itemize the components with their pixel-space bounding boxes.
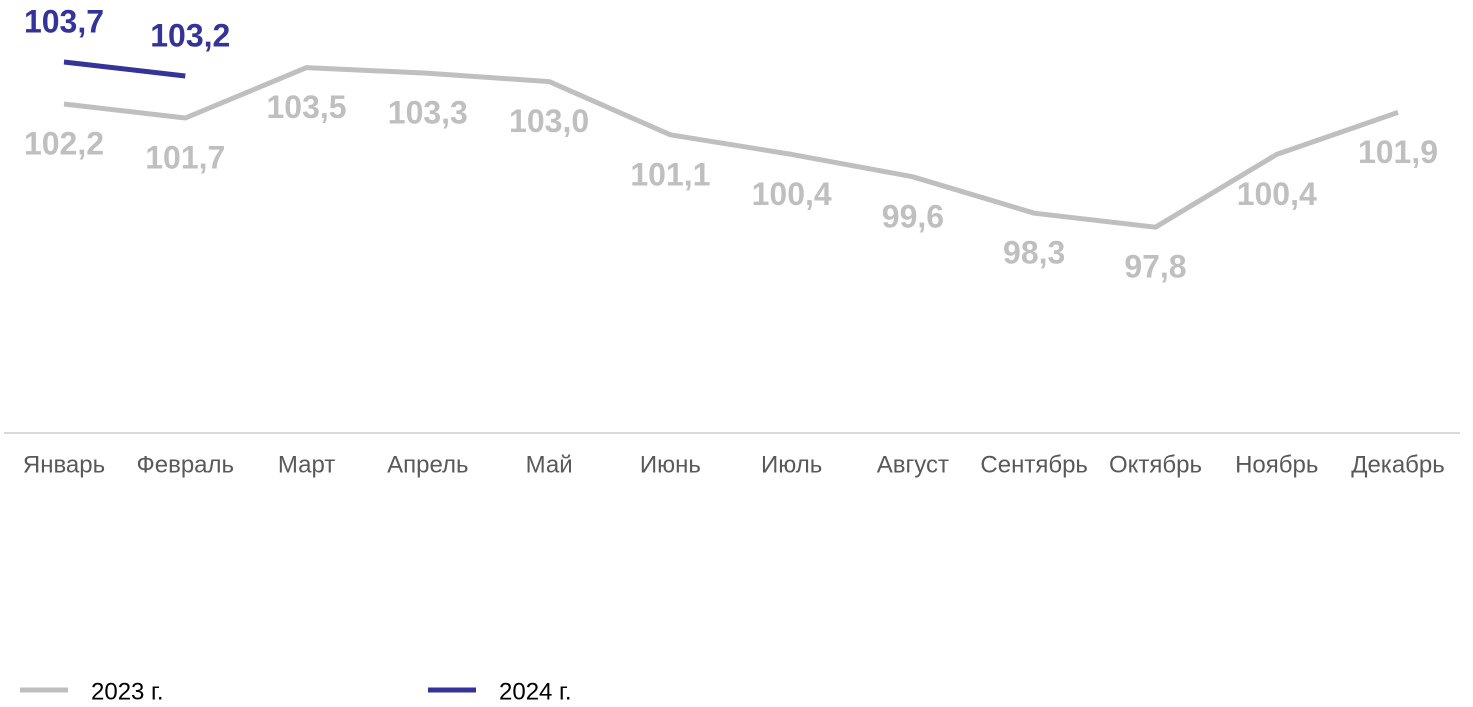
data-label: 102,2 [24,125,104,161]
x-tick-label: Ноябрь [1235,451,1318,478]
data-label: 101,7 [145,139,225,175]
data-label: 98,3 [1003,235,1065,271]
data-label: 103,2 [150,17,230,53]
x-tick-label: Май [526,451,573,478]
legend-label: 2024 г. [499,678,572,705]
x-tick-label: Июнь [640,451,701,478]
x-tick-label: Август [877,451,949,478]
data-label: 103,0 [509,103,589,139]
x-tick-label: Апрель [387,451,468,478]
x-tick-label: Октябрь [1109,451,1202,478]
x-tick-label: Сентябрь [980,451,1088,478]
x-tick-label: Февраль [136,451,234,478]
data-label: 97,8 [1124,249,1186,285]
legend-label: 2023 г. [91,678,164,705]
data-label: 99,6 [882,198,944,234]
x-tick-label: Январь [23,451,105,478]
data-label: 101,9 [1358,134,1438,170]
x-tick-label: Декабрь [1351,451,1445,478]
data-label: 100,4 [1237,176,1317,212]
series-line [63,65,1399,230]
data-label: 101,1 [630,156,710,192]
data-label: 100,4 [752,176,832,212]
x-tick-label: Март [278,451,335,478]
series-line [63,59,186,79]
data-label: 103,7 [24,3,104,39]
data-label: 103,5 [267,89,347,125]
data-label: 103,3 [388,95,468,131]
x-tick-label: Июль [761,451,822,478]
